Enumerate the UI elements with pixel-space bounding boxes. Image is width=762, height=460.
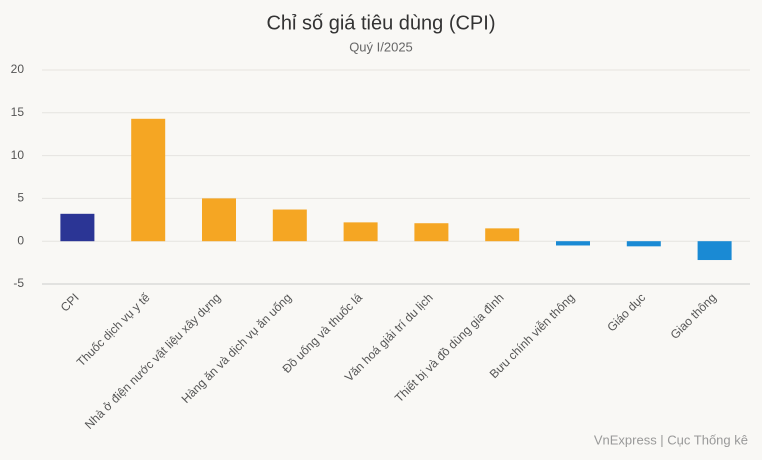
y-tick-label: 0 xyxy=(17,233,24,247)
bar xyxy=(556,241,590,246)
x-tick-label: Nhà ở điện nước vật liệu xây dựng xyxy=(82,290,223,431)
bar xyxy=(414,223,449,242)
y-tick-label: 20 xyxy=(11,62,25,76)
x-tick-label: CPI xyxy=(58,290,82,314)
y-tick-label: 5 xyxy=(17,191,24,205)
x-tick-label: Giáo dục xyxy=(604,290,648,334)
source: VnExpress | Cục Thống kê xyxy=(594,432,748,447)
bar xyxy=(343,222,378,242)
bar xyxy=(131,118,166,242)
bar xyxy=(202,198,236,242)
chart-title: Chỉ số giá tiêu dùng (CPI) xyxy=(266,12,495,34)
x-tick-label: Thuốc dịch vụ y tế xyxy=(74,290,153,369)
chart-subtitle: Quý I/2025 xyxy=(349,39,413,54)
bar xyxy=(60,213,95,242)
bar xyxy=(485,228,520,242)
bar xyxy=(697,241,732,261)
y-tick-label: 10 xyxy=(11,148,25,162)
x-tick-label: Giao thông xyxy=(668,290,719,341)
bar xyxy=(626,241,661,247)
y-tick-label: 15 xyxy=(11,105,25,119)
y-tick-label: -5 xyxy=(13,276,24,290)
bar xyxy=(272,209,307,242)
